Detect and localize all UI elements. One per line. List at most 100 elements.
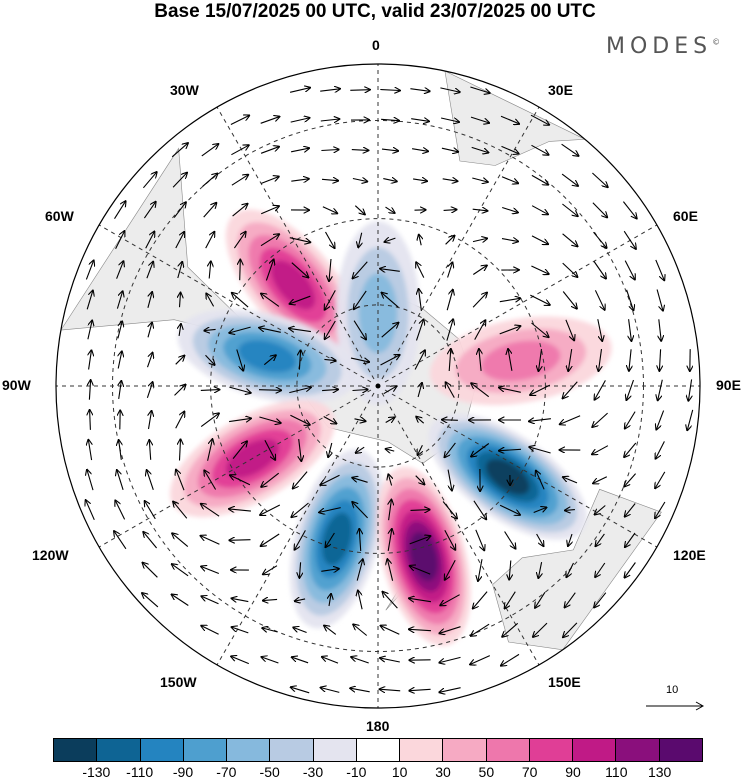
colorbar-ticks: -130 -110 -90 -70 -50 -30 -10 10 30 50 70 90 110 130 [53,764,703,782]
wind-arrow [259,416,280,423]
wind-arrow [232,441,247,459]
wind-arrow [262,657,279,664]
wind-arrow [505,591,516,609]
wind-arrow [415,320,424,341]
wind-arrow [202,596,219,605]
wind-arrow [209,262,211,279]
wind-arrow [231,145,248,156]
wind-arrow [471,146,489,152]
wind-arrow [201,144,218,157]
wind-arrow [172,564,189,577]
wind-arrow [416,417,425,424]
wind-arrow [472,178,487,182]
wind-arrow [562,233,578,246]
wind-arrow [321,688,340,693]
wind-arrow [202,174,218,187]
wind-arrow [324,626,337,635]
colorbar-tick-label: 10 [391,764,408,780]
wind-arrow [595,380,606,399]
colorbar-tick-label: -130 [82,764,111,780]
wind-arrow [259,328,281,333]
wind-arrow [478,559,483,581]
wind-arrow [561,173,578,186]
wind-arrow [119,381,122,399]
wind-arrow [352,502,368,519]
wind-arrow [145,232,155,249]
graticule [56,64,700,708]
wind-arrow [441,148,458,152]
vector-scale-label: 10 [666,684,679,696]
wind-arrow [565,319,574,340]
wind-arrow [322,657,339,664]
wind-arrow [201,504,220,517]
wind-arrow [419,289,422,311]
wind-arrow [232,627,249,634]
wind-arrow [439,687,461,693]
wind-arrow [565,510,575,511]
australia-landmass [492,488,662,651]
wind-arrow [90,410,91,430]
wind-arrow [592,202,607,218]
wind-arrow [655,501,666,518]
wind-arrow [289,88,310,93]
wind-arrow [299,562,300,577]
wind-arrow [499,449,522,450]
colorbar-tick-label: -10 [346,764,367,780]
wind-arrow [350,90,369,91]
wind-arrow [354,419,366,421]
anomaly-contour-pos-30w [271,260,316,310]
wind-arrow [260,117,280,124]
wind-arrow [173,502,188,519]
wind-arrow [531,322,549,337]
colorbar-swatch [573,739,617,761]
wind-arrow [624,442,637,457]
wind-arrow [289,387,310,394]
wind-arrow [320,89,340,91]
colorbar [53,738,703,762]
wind-arrow [470,86,489,93]
latitude-circle [210,218,546,554]
brand-name: MODES [606,34,713,59]
wind-arrow [289,237,310,243]
wind-arrow [629,349,631,370]
colorbar-tick-label: -50 [259,764,280,780]
wind-arrow [656,441,665,458]
colorbar-swatch [659,739,702,761]
wind-arrow [261,294,280,307]
wind-arrow [413,179,427,181]
wind-arrow [175,232,184,249]
wind-arrow [325,290,336,309]
wind-arrow [533,508,547,514]
wind-arrow [351,150,368,151]
wind-arrow [658,379,663,400]
wind-arrow [593,261,606,279]
wind-arrow [200,390,219,391]
wind-arrow [472,293,487,308]
wind-arrow [444,530,455,549]
wind-arrow [143,202,155,219]
wind-arrow [329,258,331,281]
colorbar-tick-label: -110 [126,764,154,780]
label-lon-120e: 120E [673,547,706,563]
colorbar-tick-label: 90 [565,764,581,780]
wind-arrow [629,319,632,341]
wind-arrow [385,418,395,423]
wind-arrow [688,379,691,400]
wind-arrow [381,626,400,635]
anomaly-contour-neg-130e [485,458,530,495]
wind-arrow [625,562,636,578]
wind-arrow [472,266,486,275]
wind-arrow [87,470,94,491]
wind-arrow [352,390,368,391]
wind-arrow [204,329,216,330]
wind-arrow [321,474,340,485]
wind-arrow [412,149,428,152]
colorbar-swatch [486,739,530,761]
wind-arrow [383,386,397,395]
wind-arrow [562,262,578,277]
wind-arrow [260,504,281,515]
wind-arrow [538,561,541,578]
wind-arrow [171,143,188,158]
wind-arrow [388,529,392,551]
wind-arrow [172,595,189,606]
